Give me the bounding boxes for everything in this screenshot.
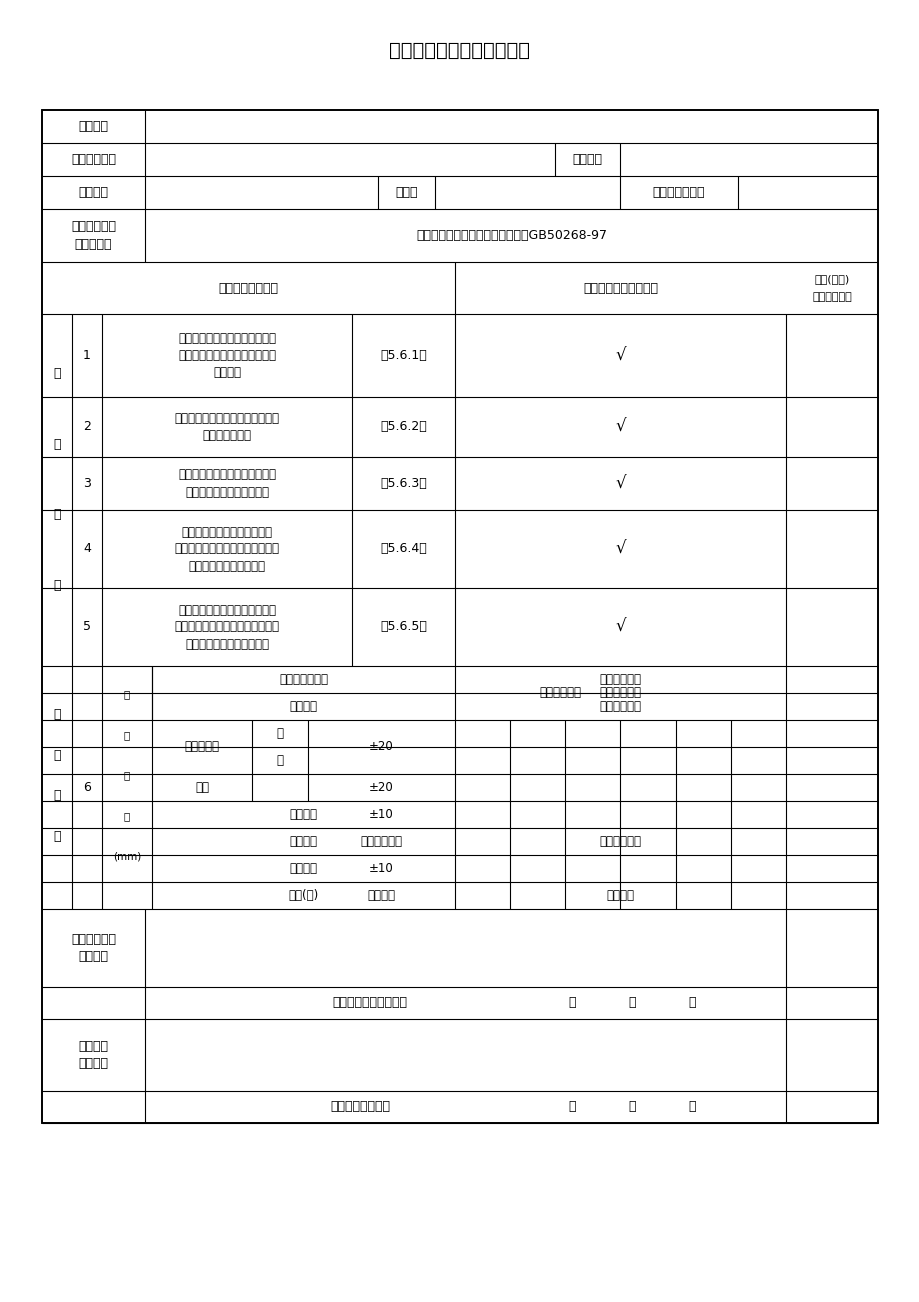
Text: 单位验收意见: 单位验收意见 xyxy=(811,292,851,302)
Text: 砂浆强度: 砂浆强度 xyxy=(289,700,317,713)
Text: 井身内尺寸: 井身内尺寸 xyxy=(185,741,220,754)
Text: 目: 目 xyxy=(53,578,61,591)
Text: 第5.6.1条: 第5.6.1条 xyxy=(380,349,426,362)
Text: 工程名称: 工程名称 xyxy=(78,120,108,133)
Text: 日: 日 xyxy=(687,996,695,1009)
Text: ±20: ±20 xyxy=(369,741,393,754)
Text: 宽: 宽 xyxy=(277,754,283,767)
Text: 直径: 直径 xyxy=(195,781,209,794)
Text: 月: 月 xyxy=(628,1100,635,1113)
Text: 一: 一 xyxy=(53,708,61,721)
Text: 长: 长 xyxy=(277,727,283,740)
Text: 检查井检验批质量检验记录: 检查井检验批质量检验记录 xyxy=(389,40,530,60)
Text: 井圈、井盖的安装必须符合设计
要求，应完整平稳不得损伤: 井圈、井盖的安装必须符合设计 要求，应完整平稳不得损伤 xyxy=(177,469,276,499)
Text: 项: 项 xyxy=(53,789,61,802)
Text: 项: 项 xyxy=(53,508,61,521)
Text: √: √ xyxy=(615,418,625,436)
Text: 预制井构件连接必须牢固、紧密，
不得错位、渗漏: 预制井构件连接必须牢固、紧密， 不得错位、渗漏 xyxy=(175,411,279,441)
Text: 5: 5 xyxy=(83,621,91,634)
Text: ±10: ±10 xyxy=(369,862,393,875)
Text: 符合设计要求: 符合设计要求 xyxy=(360,835,403,848)
Text: (mm): (mm) xyxy=(113,852,141,862)
Text: 允: 允 xyxy=(124,689,130,699)
Text: 混凝土抗压强度: 混凝土抗压强度 xyxy=(278,673,328,686)
Text: 年: 年 xyxy=(568,1100,575,1113)
Text: 施工单位: 施工单位 xyxy=(78,186,108,199)
Text: 日: 日 xyxy=(687,1100,695,1113)
Text: √: √ xyxy=(615,474,625,492)
Text: √: √ xyxy=(615,540,625,559)
Text: 监理单位
验收结论: 监理单位 验收结论 xyxy=(78,1040,108,1070)
Text: 目: 目 xyxy=(53,829,61,842)
Text: 质量检验标准规定: 质量检验标准规定 xyxy=(219,281,278,294)
Text: ±10: ±10 xyxy=(369,809,393,822)
Text: 符合设计要求: 符合设计要求 xyxy=(599,686,641,699)
Text: 给水排水管道工程施工及验收规范GB50268-97: 给水排水管道工程施工及验收规范GB50268-97 xyxy=(415,229,607,242)
Text: 6: 6 xyxy=(83,781,91,794)
Text: 施工员: 施工员 xyxy=(395,186,417,199)
Text: 符合设计要求: 符合设计要求 xyxy=(599,673,641,686)
Text: 3: 3 xyxy=(83,477,91,490)
Text: ±20: ±20 xyxy=(369,781,393,794)
Text: 井内流水槽应平顺，支管接入位
置准确，井与管口连接应密实、平
整，井及支管内不得有杂物: 井内流水槽应平顺，支管接入位 置准确，井与管口连接应密实、平 整，井及支管内不得… xyxy=(175,604,279,651)
Text: 符合设计要求: 符合设计要求 xyxy=(599,700,641,713)
Bar xyxy=(42,109,877,1124)
Text: 般: 般 xyxy=(53,749,61,762)
Text: 检查井几何尺寸应符合设计要
求，砌筑砂浆应饱满、抹面平整、
坚实，不得有空鼓、裂缝: 检查井几何尺寸应符合设计要 求，砌筑砂浆应饱满、抹面平整、 坚实，不得有空鼓、裂… xyxy=(175,526,279,573)
Text: 验收部位: 验收部位 xyxy=(572,154,602,165)
Text: √: √ xyxy=(615,346,625,365)
Text: 第5.6.5条: 第5.6.5条 xyxy=(380,621,426,634)
Text: 闭水(气): 闭水(气) xyxy=(288,889,318,902)
Text: 月: 月 xyxy=(628,996,635,1009)
Text: 井底高程: 井底高程 xyxy=(289,809,317,822)
Text: 施工技术负责人: 施工技术负责人 xyxy=(652,186,705,199)
Text: 施工技术负责人签字：: 施工技术负责人签字： xyxy=(332,996,407,1009)
Text: 控: 控 xyxy=(53,437,61,450)
Text: 第5.6.4条: 第5.6.4条 xyxy=(380,543,426,556)
Text: 年: 年 xyxy=(568,996,575,1009)
Text: 许: 许 xyxy=(124,730,130,740)
Bar xyxy=(42,109,877,1124)
Text: 预制、现浇检查井的混凝土强度
等级和砌筑井的砂浆强度应符合
设计要求: 预制、现浇检查井的混凝土强度 等级和砌筑井的砂浆强度应符合 设计要求 xyxy=(177,332,276,379)
Text: 差: 差 xyxy=(124,811,130,820)
Text: 第5.6.3条: 第5.6.3条 xyxy=(380,477,426,490)
Text: 2: 2 xyxy=(83,421,91,434)
Text: 监理工程师签字：: 监理工程师签字： xyxy=(330,1100,390,1113)
Text: 监理(建设): 监理(建设) xyxy=(813,273,849,284)
Text: 基础厚度: 基础厚度 xyxy=(289,862,317,875)
Text: 井框高程: 井框高程 xyxy=(289,835,317,848)
Text: 符合设计要求: 符合设计要求 xyxy=(539,686,581,699)
Text: 施工单位检查评定记录: 施工单位检查评定记录 xyxy=(583,281,657,294)
Text: 符合规定: 符合规定 xyxy=(606,889,634,902)
Text: 施工执行标准
名称及编号: 施工执行标准 名称及编号 xyxy=(71,220,116,250)
Text: 偏: 偏 xyxy=(124,771,130,780)
Text: 施工单位检查
评定结果: 施工单位检查 评定结果 xyxy=(71,934,116,963)
Text: 第5.6.2条: 第5.6.2条 xyxy=(380,421,426,434)
Text: 1: 1 xyxy=(83,349,91,362)
Text: 4: 4 xyxy=(83,543,91,556)
Text: 符合设计要求: 符合设计要求 xyxy=(599,835,641,848)
Text: 主: 主 xyxy=(53,367,61,380)
Text: 符合规定: 符合规定 xyxy=(367,889,395,902)
Text: 分部工程名称: 分部工程名称 xyxy=(71,154,116,165)
Text: √: √ xyxy=(615,618,625,635)
